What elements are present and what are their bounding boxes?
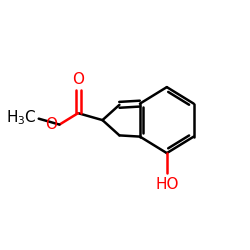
Text: O: O	[45, 117, 57, 132]
Text: O: O	[72, 72, 84, 87]
Text: HO: HO	[155, 177, 178, 192]
Text: H$_3$C: H$_3$C	[6, 108, 36, 127]
